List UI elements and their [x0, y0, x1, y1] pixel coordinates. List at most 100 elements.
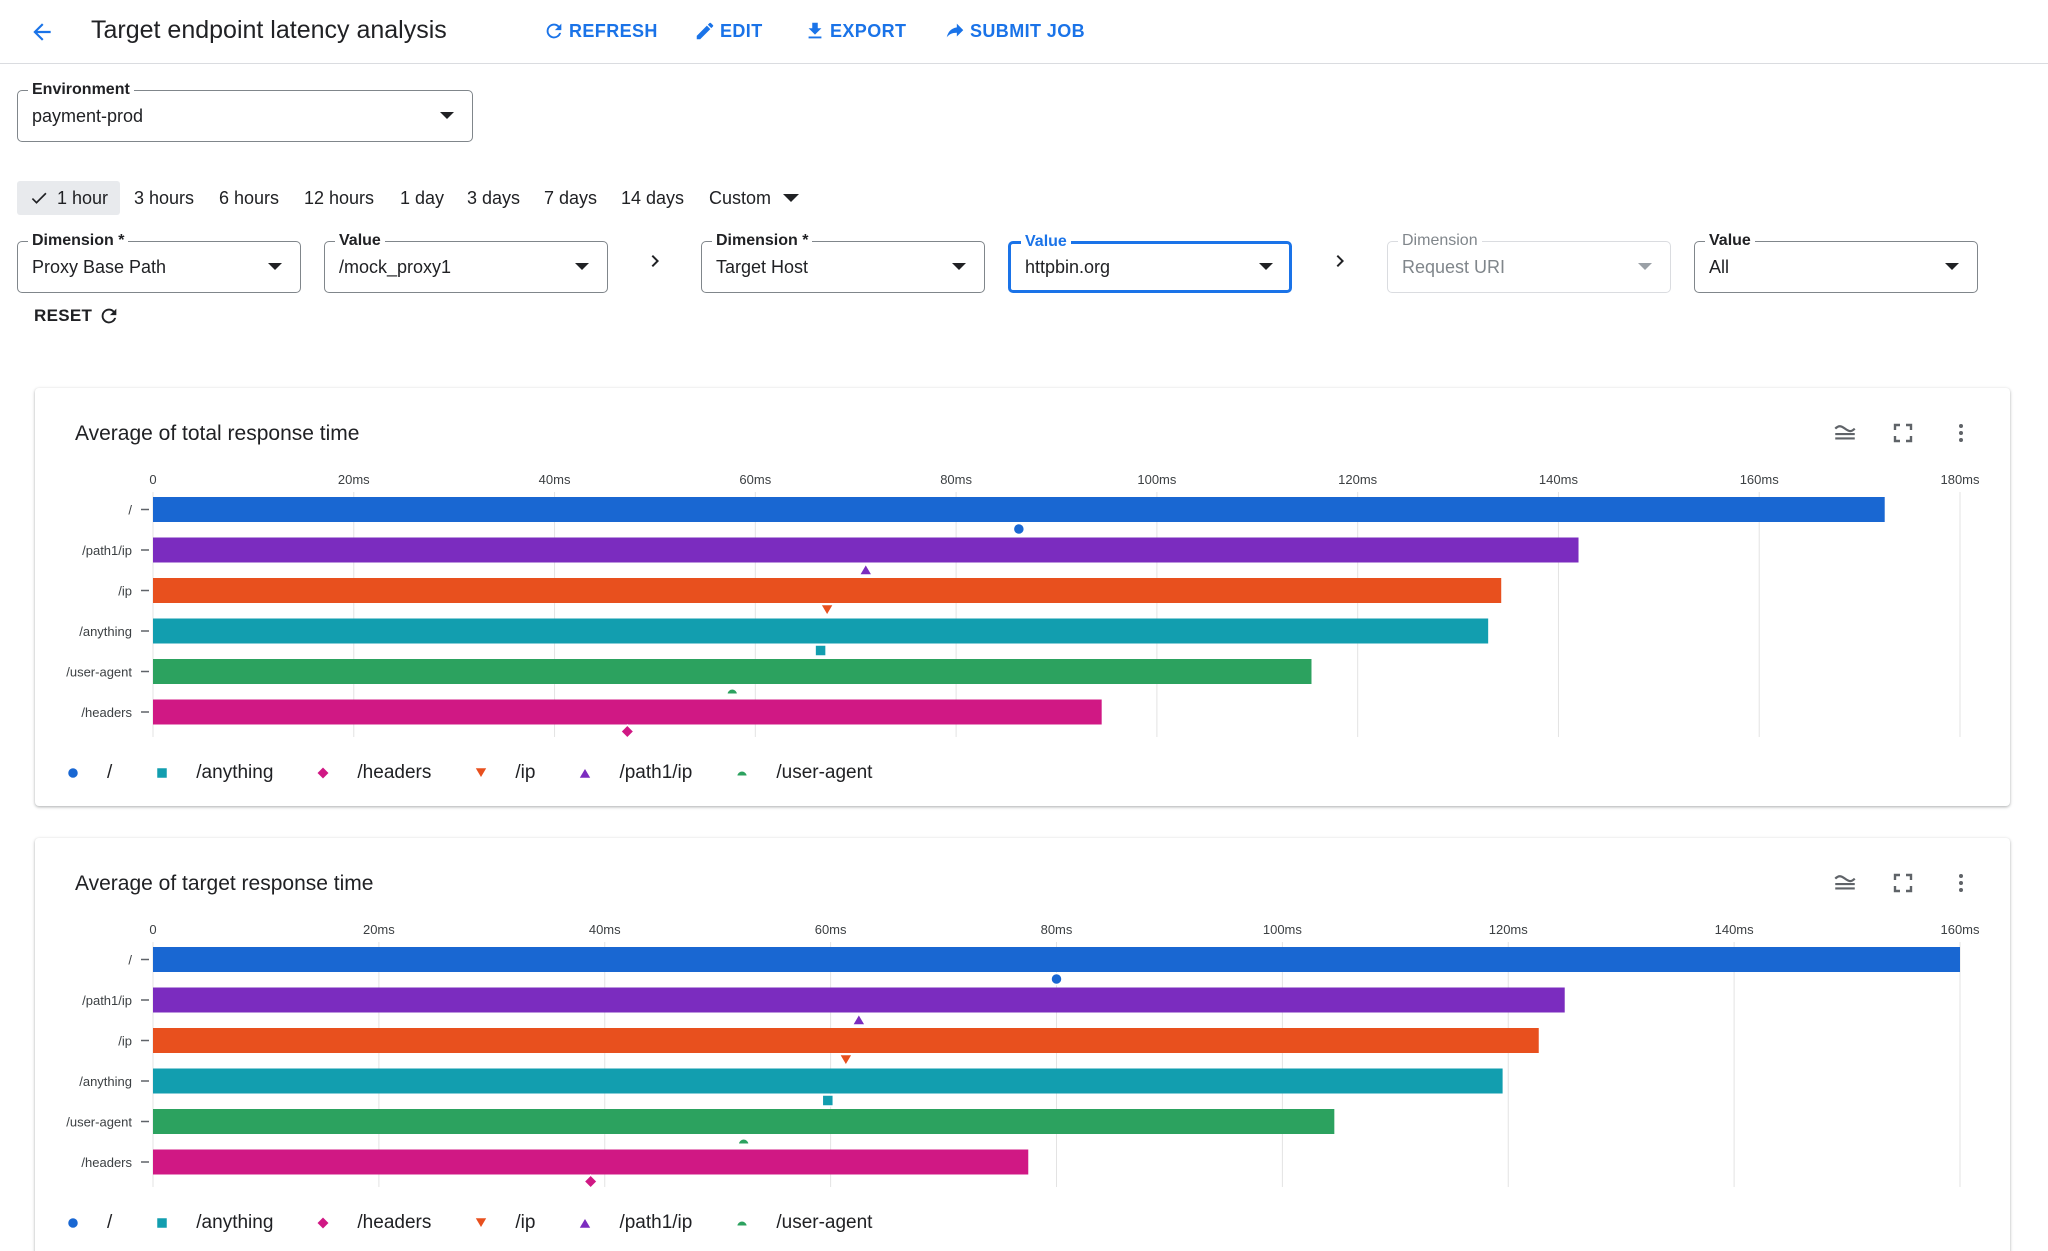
dimension-1-value: Proxy Base Path	[32, 257, 167, 277]
legend-item[interactable]: /	[65, 762, 112, 784]
x-tick-label: 100ms	[1263, 922, 1303, 937]
legend-label: /user-agent	[776, 1212, 873, 1233]
refresh-label: REFRESH	[569, 20, 658, 41]
x-tick-label: 60ms	[815, 922, 847, 937]
legend-item[interactable]: /user-agent	[734, 762, 872, 784]
fullscreen-icon[interactable]	[1888, 868, 1918, 898]
x-tick-label: 100ms	[1137, 472, 1177, 487]
y-tick-label: /	[128, 503, 132, 518]
bar[interactable]	[153, 1028, 1539, 1053]
chart-type-icon[interactable]	[1830, 418, 1860, 448]
legend-item[interactable]: /headers	[315, 1212, 431, 1234]
legend-marker-icon	[473, 766, 490, 780]
submit-job-button[interactable]: SUBMIT JOB	[944, 16, 1085, 46]
check-icon	[31, 192, 47, 204]
dimension-1-select[interactable]: Dimension * Proxy Base Path	[17, 232, 301, 293]
more-vert-icon[interactable]	[1946, 418, 1976, 448]
legend-item[interactable]: /	[65, 1212, 112, 1234]
x-tick-label: 160ms	[1740, 472, 1780, 487]
bar[interactable]	[153, 537, 1579, 563]
legend-marker-icon	[736, 1220, 749, 1228]
y-tick-label: /user-agent	[66, 665, 132, 680]
value-1-value: /mock_proxy1	[339, 257, 452, 277]
refresh-button[interactable]: REFRESH	[543, 16, 658, 46]
value-2-select[interactable]: Value httpbin.org	[1008, 233, 1292, 293]
export-label: EXPORT	[830, 20, 907, 41]
bar[interactable]	[153, 1109, 1335, 1134]
x-tick-label: 40ms	[589, 922, 621, 937]
time-range-14-days[interactable]: 14 days	[615, 181, 690, 215]
chart-type-icon[interactable]	[1830, 868, 1860, 898]
y-tick-label: /ip	[118, 1034, 132, 1049]
time-range-7-days[interactable]: 7 days	[538, 181, 603, 215]
bar-marker	[819, 603, 835, 617]
time-range-label: 3 days	[467, 187, 521, 208]
value-3-value: All	[1709, 257, 1730, 277]
legend-item[interactable]: /ip	[473, 762, 535, 784]
legend-marker	[736, 1220, 749, 1228]
x-tick-label: 0	[149, 922, 156, 937]
legend-item[interactable]: /anything	[154, 1212, 273, 1234]
bar[interactable]	[153, 1068, 1503, 1094]
time-range-12-hours[interactable]: 12 hours	[298, 181, 380, 215]
chevron-down-icon	[1945, 263, 1959, 270]
legend-marker	[736, 770, 749, 778]
fullscreen-icon[interactable]	[1888, 418, 1918, 448]
legend-item[interactable]: /user-agent	[734, 1212, 872, 1234]
time-range-3-days[interactable]: 3 days	[461, 181, 526, 215]
y-tick-label: /anything	[79, 624, 132, 639]
legend-item[interactable]: /anything	[154, 762, 273, 784]
x-tick-label: 0	[149, 472, 156, 487]
chevron-right-icon	[1336, 255, 1344, 267]
y-tick-label: /anything	[79, 1074, 132, 1089]
bar[interactable]	[153, 578, 1502, 603]
time-range-custom[interactable]: Custom	[703, 181, 805, 215]
edit-button[interactable]: EDIT	[694, 16, 763, 46]
bar[interactable]	[153, 987, 1565, 1013]
time-range-label: 12 hours	[304, 187, 375, 208]
legend-marker-icon	[66, 1216, 80, 1230]
back-arrow-icon[interactable]	[22, 12, 62, 52]
time-range-1-day[interactable]: 1 day	[394, 181, 450, 215]
dimension-2-select[interactable]: Dimension * Target Host	[701, 232, 985, 293]
dimension-3-value: Request URI	[1402, 257, 1506, 277]
bar[interactable]	[153, 618, 1489, 644]
legend-marker-icon	[156, 766, 169, 780]
legend-marker	[315, 1215, 331, 1231]
refresh-icon	[101, 308, 117, 324]
time-range-1-hour[interactable]: 1 hour	[17, 181, 121, 215]
chevron-right-icon	[651, 255, 659, 267]
bar-marker	[851, 1012, 867, 1026]
dimension-3-label: Dimension	[1398, 232, 1482, 250]
chart-legend: / /anything/headers/ip/path1/ip/user-agen…	[65, 762, 914, 784]
environment-label: Environment	[28, 81, 134, 99]
bar-chart-total-response: 0 20ms 40ms 60ms 80ms 100ms 120ms 140ms 160ms 180…	[66, 472, 1980, 740]
x-tick-label: 180ms	[1940, 472, 1980, 487]
bar[interactable]	[153, 947, 1960, 972]
environment-select[interactable]: Environment payment-prod	[17, 81, 473, 142]
top-bar: Target endpoint latency analysis REFRESH…	[0, 0, 2048, 64]
bar[interactable]	[153, 659, 1312, 684]
x-tick-label: 20ms	[363, 922, 395, 937]
time-range-label: 6 hours	[219, 187, 280, 208]
time-range-3-hours[interactable]: 3 hours	[128, 181, 200, 215]
value-3-select[interactable]: Value All	[1694, 232, 1978, 293]
more-vert-icon[interactable]	[1946, 868, 1976, 898]
legend-item[interactable]: /path1/ip	[577, 762, 692, 784]
value-1-select[interactable]: Value /mock_proxy1	[324, 232, 608, 293]
legend-item[interactable]: /path1/ip	[577, 1212, 692, 1234]
time-range-label: 7 days	[544, 187, 598, 208]
legend-item[interactable]: /headers	[315, 762, 431, 784]
reset-button[interactable]: RESET	[34, 302, 120, 330]
legend-marker-icon	[315, 1215, 331, 1231]
bar[interactable]	[153, 497, 1885, 522]
time-range-6-hours[interactable]: 6 hours	[213, 181, 285, 215]
legend-label: /user-agent	[776, 762, 873, 783]
bar[interactable]	[153, 1149, 1029, 1175]
legend-marker	[473, 1216, 490, 1230]
legend-label: /	[107, 762, 113, 783]
bar[interactable]	[153, 699, 1102, 725]
export-button[interactable]: EXPORT	[804, 16, 906, 46]
legend-item[interactable]: /ip	[473, 1212, 535, 1234]
chevron-down-icon	[1638, 263, 1652, 270]
